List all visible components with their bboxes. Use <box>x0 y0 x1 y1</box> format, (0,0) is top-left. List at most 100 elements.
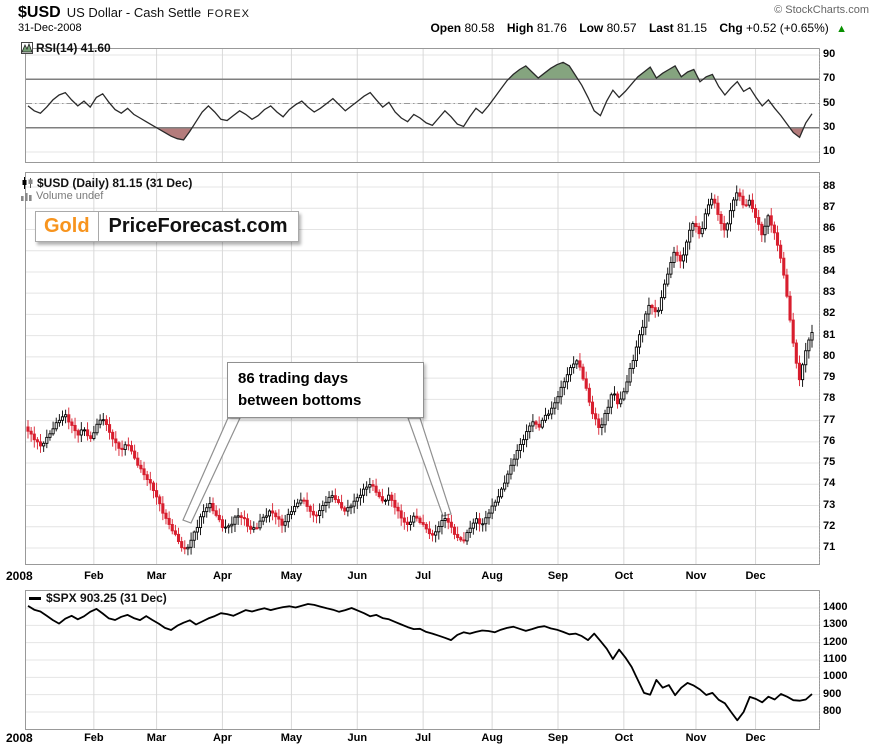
annotation-line2: between bottoms <box>238 391 362 409</box>
rsi-legend: RSI(14) 41.60 <box>21 41 111 55</box>
candle-body <box>493 501 497 507</box>
candle-body <box>249 525 253 530</box>
candle-body <box>587 387 591 403</box>
candle-body <box>619 398 623 405</box>
y-axis-label: 79 <box>823 371 836 384</box>
candle-body <box>481 523 485 526</box>
candle-body <box>252 527 256 530</box>
candle-body <box>606 406 610 414</box>
candle-body <box>57 419 61 424</box>
candle-body <box>145 474 149 480</box>
candle-body <box>293 506 297 513</box>
candle-body <box>358 494 362 499</box>
candle-body <box>465 532 469 542</box>
candle-body <box>280 518 284 526</box>
candle-body <box>183 547 187 550</box>
candle-body <box>581 366 585 380</box>
candle-body <box>405 521 410 525</box>
candle-body <box>305 499 309 507</box>
goldpriceforecast-logo: Gold PriceForecast.com <box>35 211 299 242</box>
candle-body <box>164 512 168 519</box>
candle-body <box>198 516 203 529</box>
candle-body <box>807 339 811 352</box>
price-legend: $USD (Daily) 81.15 (31 Dec) <box>21 176 192 190</box>
y-axis-label: 75 <box>823 456 836 469</box>
y-axis-label: 78 <box>823 392 836 405</box>
annotation-box: 86 trading days between bottoms <box>227 362 424 418</box>
y-axis-label: 70 <box>823 72 836 85</box>
candle-body <box>518 443 522 451</box>
candle-body <box>107 424 112 433</box>
y-axis-label: 10 <box>823 145 836 157</box>
candle-body <box>537 423 541 428</box>
up-arrow-icon: ▲ <box>836 23 847 35</box>
annotation-line1: 86 trading days <box>238 370 349 387</box>
candle-body <box>142 468 146 476</box>
candle-body <box>129 445 134 452</box>
candle-body <box>60 416 65 421</box>
candle-body <box>38 441 43 447</box>
candle-body <box>427 528 431 535</box>
candle-body <box>553 402 557 409</box>
candle-body <box>650 304 654 309</box>
candle-body <box>669 262 673 275</box>
stockcharts-credit: © StockCharts.com <box>774 4 869 16</box>
candle-body <box>195 527 199 533</box>
symbol-label: $USD <box>18 4 61 21</box>
candle-body <box>258 520 262 529</box>
candle-body <box>509 464 513 475</box>
candle-body <box>346 507 350 512</box>
candle-body <box>355 497 359 502</box>
candle-body <box>754 208 758 218</box>
candle-body <box>434 531 438 536</box>
candle-body <box>681 254 685 262</box>
candle-body <box>167 517 171 525</box>
candle-body <box>496 496 500 503</box>
candle-body <box>180 541 184 549</box>
high-value: 81.76 <box>536 21 567 35</box>
candle-body <box>330 495 334 498</box>
candle-body <box>449 521 453 528</box>
x-axis-month-label: Apr <box>212 732 232 744</box>
y-axis-label: 1300 <box>823 618 848 631</box>
candle-body <box>691 223 695 231</box>
x-axis-month-label: Mar <box>146 570 167 582</box>
y-axis-label: 30 <box>823 120 836 133</box>
y-axis-label: 81 <box>823 328 836 341</box>
candle-body <box>264 515 268 518</box>
exchange-label: FOREX <box>207 8 250 20</box>
candle-body <box>653 307 657 313</box>
candle-body <box>779 244 783 259</box>
candle-body <box>123 444 127 450</box>
candle-body <box>525 431 529 441</box>
candle-body <box>139 464 143 470</box>
candle-body <box>35 439 39 443</box>
candle-body <box>797 362 802 381</box>
x-axis-month-label: Jul <box>415 732 432 744</box>
y-axis-label: 71 <box>823 540 836 553</box>
candle-body <box>418 517 422 523</box>
candle-body <box>114 438 118 444</box>
candle-body <box>242 517 246 520</box>
candle-body <box>54 422 58 430</box>
candle-body <box>750 199 754 209</box>
candle-body <box>622 391 626 400</box>
x-axis-month-label: Dec <box>745 570 766 582</box>
candle-body <box>374 485 378 493</box>
x-axis-month-label: Jun <box>347 732 368 744</box>
candle-body <box>393 499 397 508</box>
x-axis-month-label: Dec <box>745 732 766 744</box>
candle-body <box>512 458 516 466</box>
candle-body <box>318 510 322 516</box>
candle-body <box>791 319 795 344</box>
candle-body <box>245 518 250 527</box>
candle-body <box>462 539 466 542</box>
logo-priceforecast-text: PriceForecast.com <box>98 211 299 242</box>
x-axis-month-label: Jun <box>347 570 368 582</box>
candle-body <box>575 360 579 365</box>
candle-body <box>340 502 344 509</box>
candle-body <box>603 413 607 426</box>
quote-summary: Open 80.58 High 81.76 Low 80.57 Last 81.… <box>421 21 847 35</box>
candle-body <box>478 518 482 525</box>
x-axis-month-label: Feb <box>84 732 104 744</box>
